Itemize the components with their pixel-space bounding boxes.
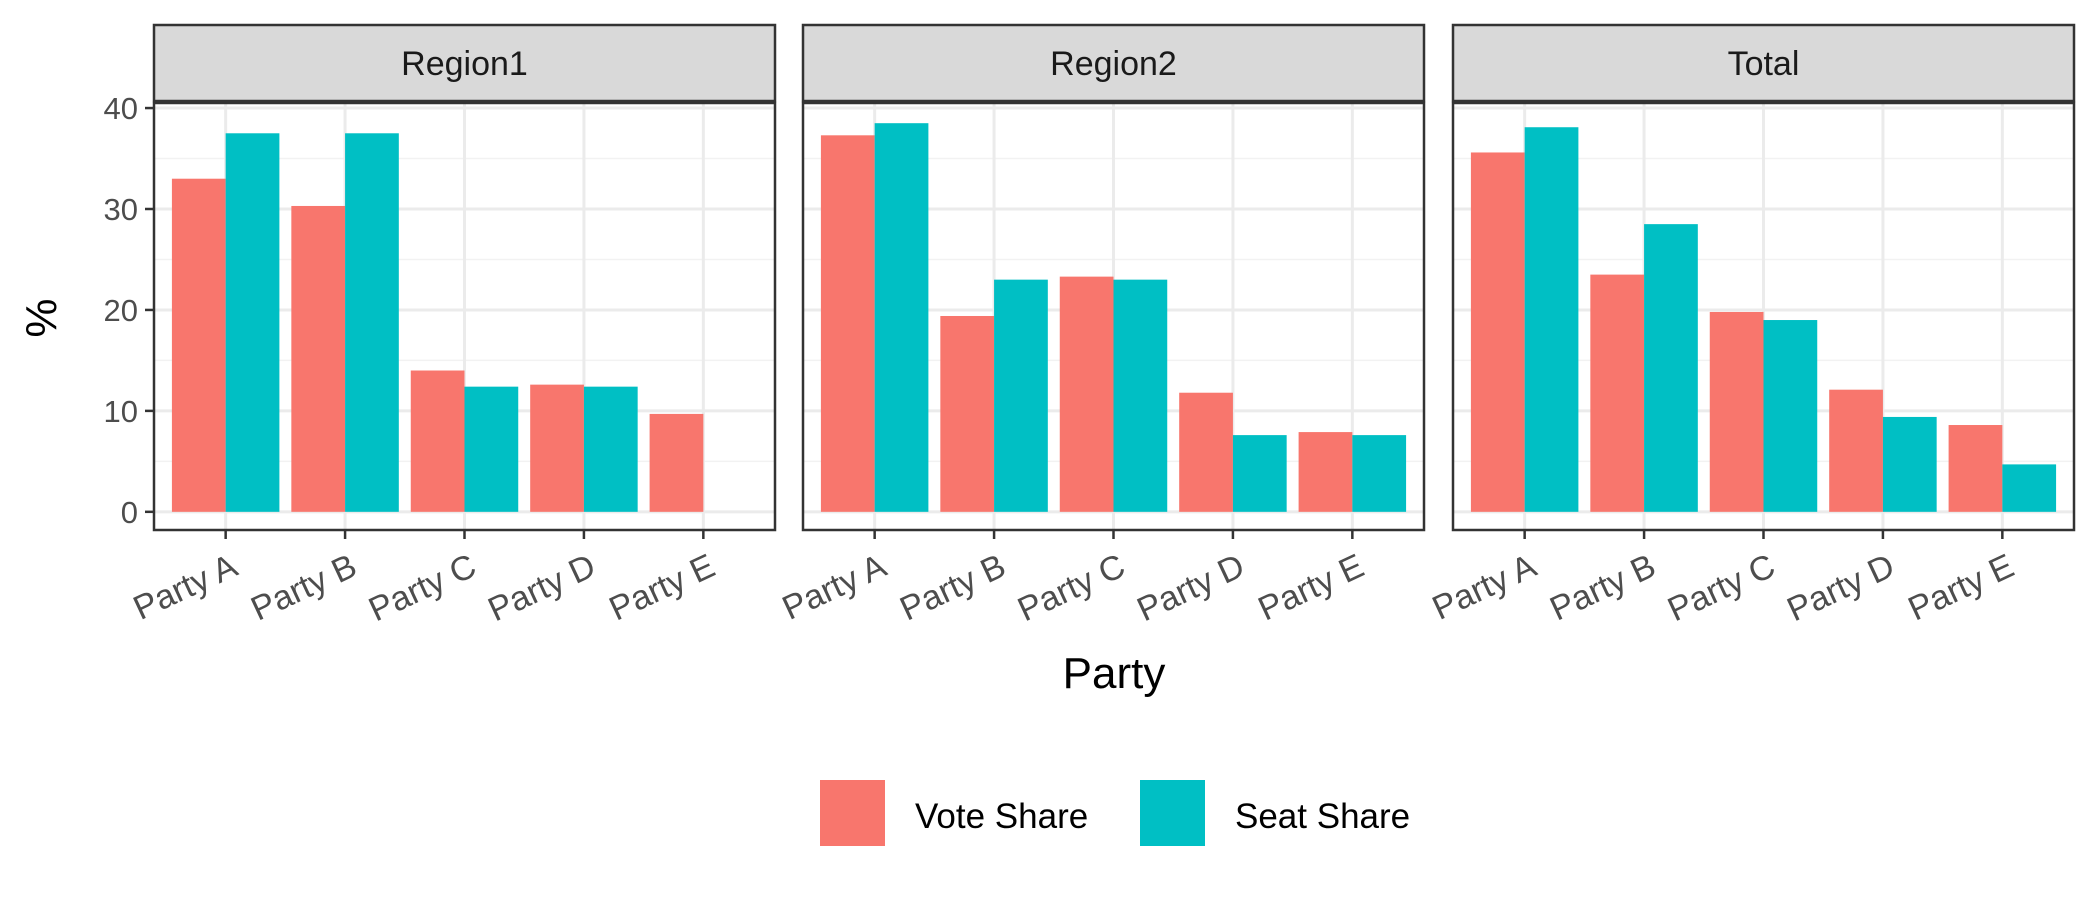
bar-vote-share-party-b: Total · Party B · Vote Share: 23.5: [1590, 274, 1645, 512]
y-tick-label: 10: [104, 394, 138, 429]
y-tick-label: 40: [104, 91, 138, 126]
facet-strip-label: Total: [1728, 45, 1800, 83]
bar-vote-share-party-e: Region2 · Party E · Vote Share: 7.9: [1298, 432, 1353, 512]
legend: Vote Share Seat Share: [820, 780, 1410, 846]
x-tick-label: Party C: [363, 547, 482, 629]
x-tick-label: Party B: [894, 547, 1011, 629]
x-tick-label: Party D: [1132, 547, 1251, 629]
facet-strip: [152, 23, 777, 103]
bar-vote-share-party-e: Region1 · Party E · Vote Share: 9.7: [649, 413, 704, 512]
y-tick-label: 0: [121, 495, 138, 530]
bar-seat-share-party-d: Region2 · Party D · Seat Share: 7.6: [1232, 435, 1287, 512]
x-tick-label: Party E: [604, 547, 721, 629]
facet-strip-label: Region2: [1050, 45, 1177, 83]
bar-seat-share-party-a: Region1 · Party A · Seat Share: 37.5: [225, 133, 280, 512]
x-tick-label: Party C: [1662, 547, 1781, 629]
panel-total: Total · Party A · Vote Share: 35.6Total …: [1427, 23, 2076, 629]
bar-vote-share-party-c: Region2 · Party C · Vote Share: 23.3: [1059, 276, 1114, 512]
bar-seat-share-party-d: Total · Party D · Seat Share: 9.4: [1882, 416, 1937, 512]
panel-region1: Region1 · Party A · Vote Share: 33Region…: [128, 23, 777, 629]
x-tick-label: Party B: [1544, 547, 1661, 629]
legend-label: Seat Share: [1235, 797, 1410, 836]
bar-vote-share-party-c: Total · Party C · Vote Share: 19.8: [1709, 311, 1764, 512]
chart-panels: Region1 · Party A · Vote Share: 33Region…: [128, 23, 2076, 629]
bar-vote-share-party-d: Total · Party D · Vote Share: 12.1: [1829, 389, 1883, 512]
legend-swatch: [820, 780, 885, 846]
x-axis-title: Party: [1063, 649, 1166, 698]
bar-seat-share-party-b: Total · Party B · Seat Share: 28.5: [1644, 224, 1698, 512]
x-tick-label: Party E: [1253, 547, 1370, 629]
bar-vote-share-party-a: Region1 · Party A · Vote Share: 33: [171, 178, 226, 512]
bar-seat-share-party-b: Region1 · Party B · Seat Share: 37.5: [345, 133, 399, 512]
x-tick-label: Party B: [245, 547, 362, 629]
legend-label: Vote Share: [915, 797, 1088, 836]
bar-seat-share-party-c: Region2 · Party C · Seat Share: 23: [1113, 279, 1168, 512]
y-axis: 0 10 20 30 40: [104, 91, 154, 530]
bar-seat-share-party-b: Region2 · Party B · Seat Share: 23: [994, 279, 1048, 512]
y-tick-label: 20: [104, 293, 138, 328]
x-tick-label: Party C: [1012, 547, 1131, 629]
bar-seat-share-party-c: Total · Party C · Seat Share: 19: [1763, 320, 1818, 512]
bar-seat-share-party-e: Region2 · Party E · Seat Share: 7.6: [1352, 435, 1407, 512]
bar-seat-share-party-e: Total · Party E · Seat Share: 4.7: [2002, 464, 2057, 512]
x-tick-label: Party A: [128, 547, 244, 628]
bar-vote-share-party-b: Region2 · Party B · Vote Share: 19.4: [940, 315, 995, 512]
legend-item-vote-share: Vote Share: [820, 780, 1088, 846]
legend-swatch: [1140, 780, 1205, 846]
bar-vote-share-party-e: Total · Party E · Vote Share: 8.6: [1948, 425, 2003, 512]
facet-strip: [801, 23, 1426, 103]
bar-vote-share-party-a: Total · Party A · Vote Share: 35.6: [1470, 152, 1525, 512]
bar-vote-share-party-c: Region1 · Party C · Vote Share: 14: [410, 370, 465, 512]
bar-seat-share-party-c: Region1 · Party C · Seat Share: 12.4: [464, 386, 519, 512]
facet-strip: [1451, 23, 2076, 103]
panel-region2: Region2 · Party A · Vote Share: 37.3Regi…: [777, 23, 1426, 629]
y-axis-title: %: [17, 298, 66, 337]
bar-seat-share-party-d: Region1 · Party D · Seat Share: 12.4: [583, 386, 638, 512]
legend-item-seat-share: Seat Share: [1140, 780, 1410, 846]
facet-strip-label: Region1: [401, 45, 528, 83]
x-tick-label: Party D: [1782, 547, 1901, 629]
x-tick-label: Party A: [777, 547, 893, 628]
bar-vote-share-party-b: Region1 · Party B · Vote Share: 30.3: [291, 205, 346, 512]
bar-seat-share-party-a: Region2 · Party A · Seat Share: 38.5: [874, 123, 929, 512]
bar-seat-share-party-a: Total · Party A · Seat Share: 38.1: [1524, 127, 1579, 512]
bar-vote-share-party-d: Region1 · Party D · Vote Share: 12.6: [530, 384, 584, 512]
x-tick-label: Party E: [1903, 547, 2020, 629]
x-tick-label: Party A: [1427, 547, 1543, 628]
bar-vote-share-party-a: Region2 · Party A · Vote Share: 37.3: [820, 135, 875, 512]
y-tick-label: 30: [104, 192, 138, 227]
bar-vote-share-party-d: Region2 · Party D · Vote Share: 11.8: [1179, 392, 1233, 512]
x-tick-label: Party D: [483, 547, 602, 629]
